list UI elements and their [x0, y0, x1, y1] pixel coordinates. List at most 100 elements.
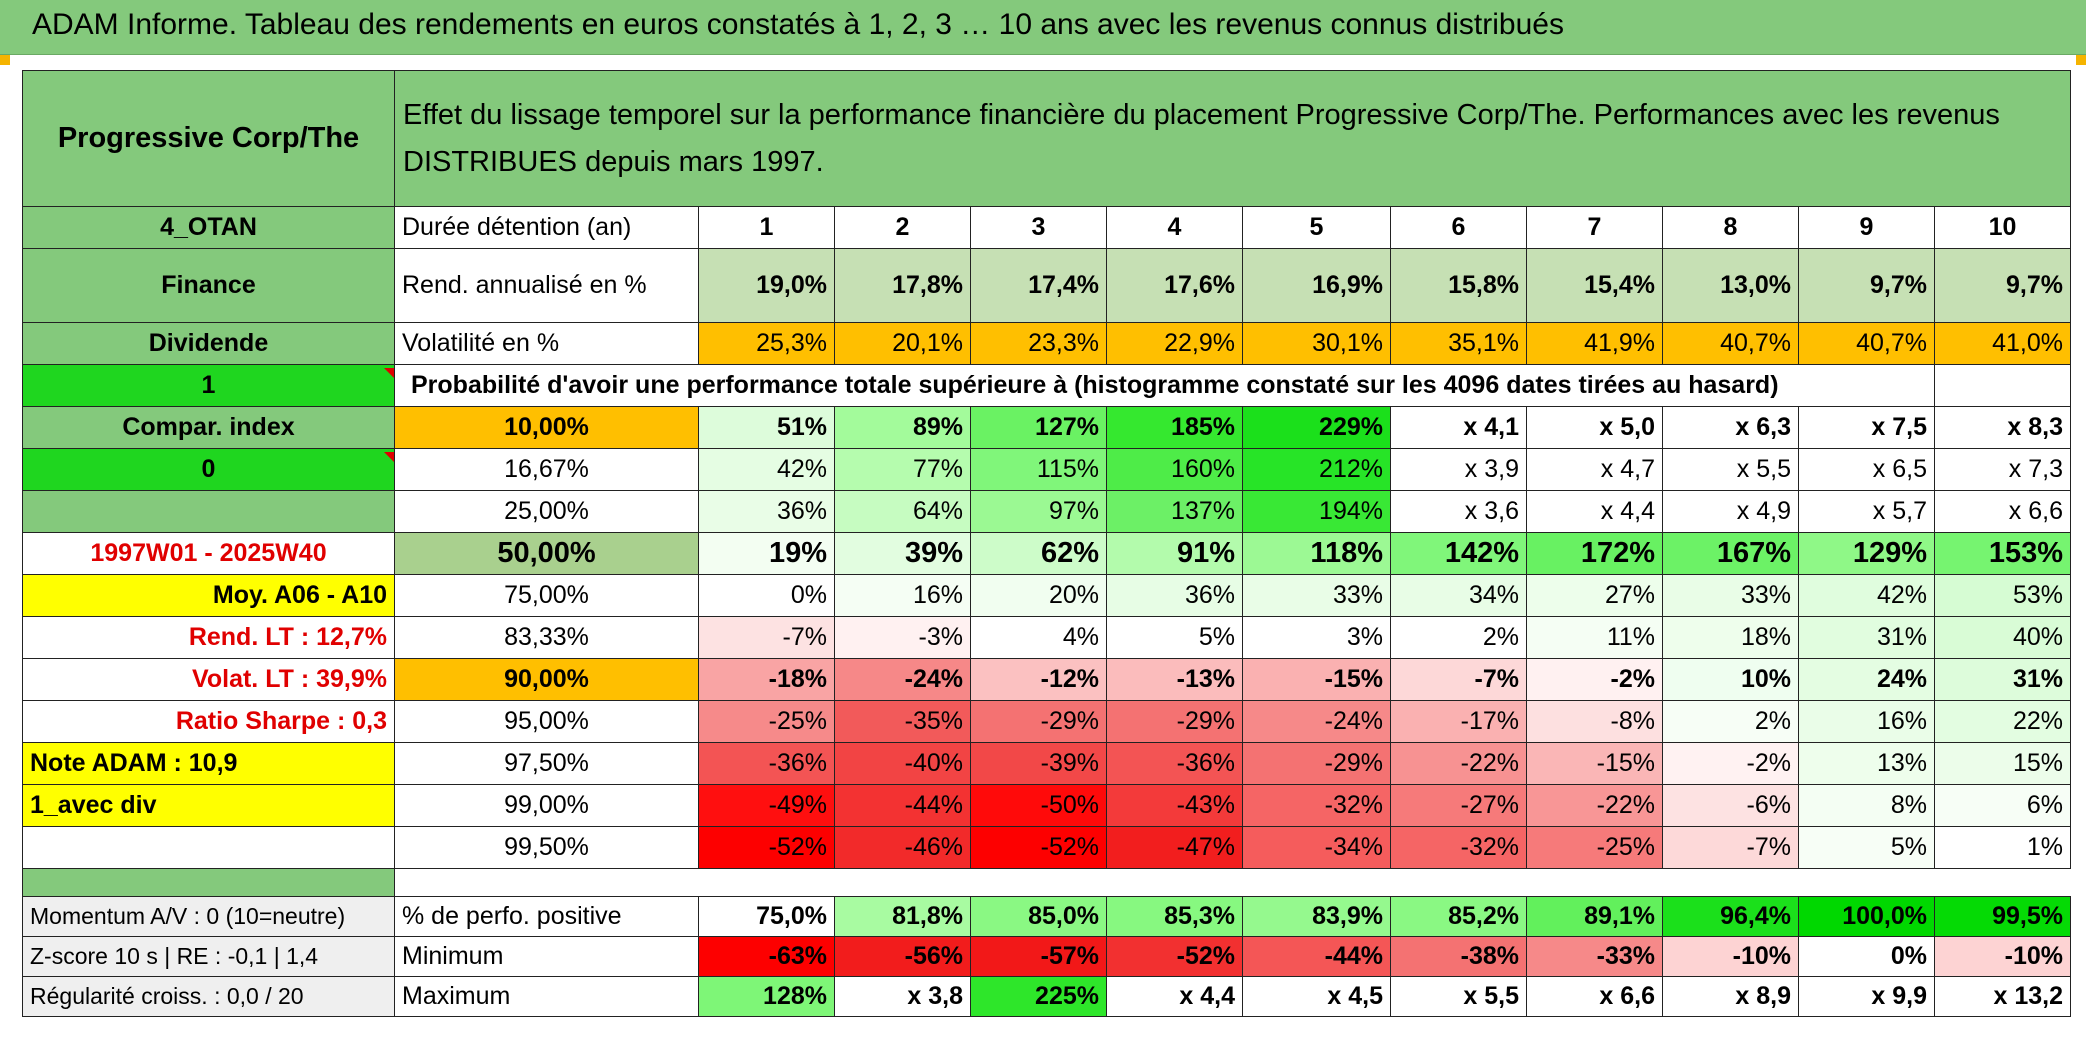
prob-cell: 20%	[970, 574, 1107, 617]
row-label-rend: Rend. annualisé en %	[394, 248, 699, 323]
max-cell: x 4,4	[1106, 976, 1243, 1017]
prob-cell: -15%	[1526, 742, 1663, 785]
vol-cell: 25,3%	[698, 322, 835, 365]
prob-cell: 229%	[1242, 406, 1391, 449]
row-label-max: Maximum	[394, 976, 699, 1017]
pos-cell: 100,0%	[1798, 896, 1935, 937]
prob-cell: -52%	[970, 826, 1107, 869]
rend-cell: 9,7%	[1798, 248, 1935, 323]
max-cell: x 9,9	[1798, 976, 1935, 1017]
prob-cell: 53%	[1934, 574, 2071, 617]
prob-cell: 3%	[1242, 616, 1391, 659]
duration-cell: 9	[1798, 206, 1935, 249]
prob-cell: -39%	[970, 742, 1107, 785]
prob-cell: -32%	[1390, 826, 1527, 869]
side-label: 1	[22, 364, 395, 407]
comment-marker	[384, 368, 394, 378]
prob-cell: 24%	[1798, 658, 1935, 701]
probability-title: Probabilité d'avoir une performance tota…	[394, 364, 1799, 407]
prob-cell: 34%	[1390, 574, 1527, 617]
side-label: 4_OTAN	[22, 206, 395, 249]
prob-cell: 19%	[698, 532, 835, 575]
prob-cell: -50%	[970, 784, 1107, 827]
prob-cell: 0%	[698, 574, 835, 617]
duration-cell: 1	[698, 206, 835, 249]
min-cell: -52%	[1106, 936, 1243, 977]
momentum-label: Momentum A/V : 0 (10=neutre)	[22, 896, 395, 937]
prob-cell: 36%	[1106, 574, 1243, 617]
prob-cell: 64%	[834, 490, 971, 533]
prob-cell: -18%	[698, 658, 835, 701]
min-cell: -44%	[1242, 936, 1391, 977]
duration-cell: 4	[1106, 206, 1243, 249]
spacer-cell	[394, 868, 2071, 897]
prob-cell: 127%	[970, 406, 1107, 449]
prob-cell: 39%	[834, 532, 971, 575]
prob-threshold: 97,50%	[394, 742, 699, 785]
side-label: Volat. LT : 39,9%	[22, 658, 395, 701]
max-cell: 225%	[970, 976, 1107, 1017]
side-label: Compar. index	[22, 406, 395, 449]
prob-cell: x 6,5	[1798, 448, 1935, 491]
pos-cell: 99,5%	[1934, 896, 2071, 937]
prob-cell: 36%	[698, 490, 835, 533]
duration-cell: 10	[1934, 206, 2071, 249]
prob-cell: -22%	[1526, 784, 1663, 827]
vol-cell: 30,1%	[1242, 322, 1391, 365]
prob-cell: 42%	[1798, 574, 1935, 617]
prob-cell: 42%	[698, 448, 835, 491]
row-label-vol: Volatilité en %	[394, 322, 699, 365]
prob-threshold: 25,00%	[394, 490, 699, 533]
prob-cell: 33%	[1242, 574, 1391, 617]
prob-cell: x 4,9	[1662, 490, 1799, 533]
corner-marker	[2076, 55, 2086, 65]
vol-cell: 40,7%	[1662, 322, 1799, 365]
zscore-label: Z-score 10 s | RE : -0,1 | 1,4	[22, 936, 395, 977]
prob-cell: x 7,3	[1934, 448, 2071, 491]
min-cell: -33%	[1526, 936, 1663, 977]
prob-cell: x 3,9	[1390, 448, 1527, 491]
prob-threshold: 50,00%	[394, 532, 699, 575]
report-title: ADAM Informe. Tableau des rendements en …	[32, 8, 1564, 41]
pos-cell: 75,0%	[698, 896, 835, 937]
empty-cell	[1798, 364, 1935, 407]
regularity-label: Régularité croiss. : 0,0 / 20	[22, 976, 395, 1017]
prob-cell: 91%	[1106, 532, 1243, 575]
prob-cell: 13%	[1798, 742, 1935, 785]
prob-cell: -47%	[1106, 826, 1243, 869]
vol-cell: 40,7%	[1798, 322, 1935, 365]
prob-cell: 5%	[1106, 616, 1243, 659]
rend-cell: 17,6%	[1106, 248, 1243, 323]
side-label	[22, 490, 395, 533]
title-bar: ADAM Informe. Tableau des rendements en …	[0, 0, 2086, 55]
prob-cell: -3%	[834, 616, 971, 659]
prob-cell: -27%	[1390, 784, 1527, 827]
prob-cell: x 4,1	[1390, 406, 1527, 449]
prob-cell: -12%	[970, 658, 1107, 701]
max-cell: x 4,5	[1242, 976, 1391, 1017]
prob-cell: 89%	[834, 406, 971, 449]
prob-cell: -44%	[834, 784, 971, 827]
prob-cell: 167%	[1662, 532, 1799, 575]
max-cell: x 3,8	[834, 976, 971, 1017]
rend-cell: 16,9%	[1242, 248, 1391, 323]
prob-cell: 40%	[1934, 616, 2071, 659]
prob-cell: 160%	[1106, 448, 1243, 491]
prob-cell: 1%	[1934, 826, 2071, 869]
side-label: 0	[22, 448, 395, 491]
prob-cell: 15%	[1934, 742, 2071, 785]
performance-table: Progressive Corp/The Effet du lissage te…	[22, 70, 2071, 1017]
prob-cell: 185%	[1106, 406, 1243, 449]
prob-cell: 10%	[1662, 658, 1799, 701]
prob-cell: 194%	[1242, 490, 1391, 533]
prob-cell: 153%	[1934, 532, 2071, 575]
max-cell: x 6,6	[1526, 976, 1663, 1017]
prob-cell: -8%	[1526, 700, 1663, 743]
vol-cell: 23,3%	[970, 322, 1107, 365]
prob-cell: -32%	[1242, 784, 1391, 827]
side-label: Moy. A06 - A10	[22, 574, 395, 617]
fund-name: Progressive Corp/The	[22, 70, 395, 207]
duration-cell: 5	[1242, 206, 1391, 249]
rend-cell: 17,8%	[834, 248, 971, 323]
vol-cell: 22,9%	[1106, 322, 1243, 365]
